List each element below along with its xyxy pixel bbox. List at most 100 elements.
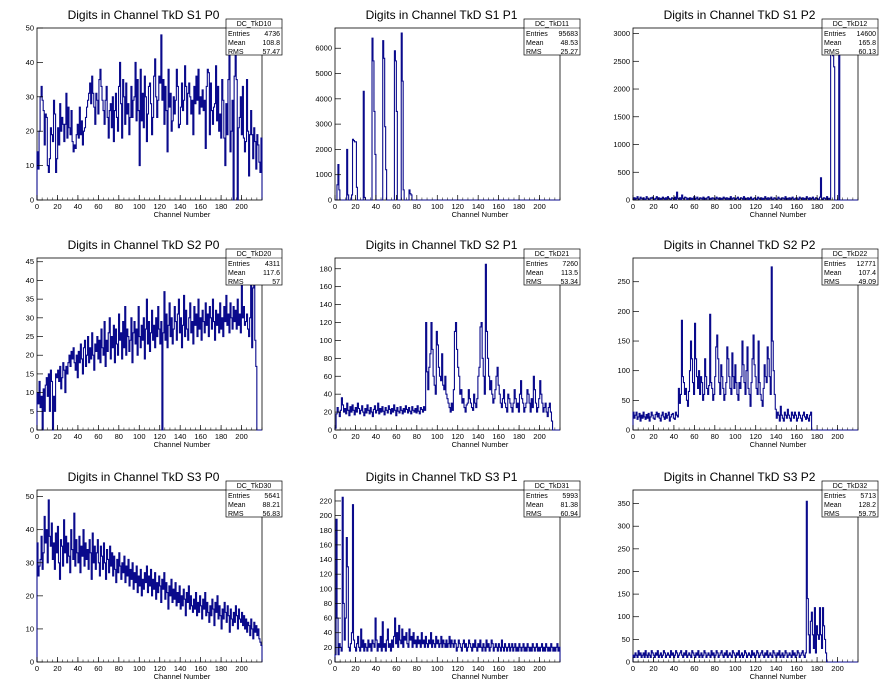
y-tick-label: 0 [626,196,630,205]
stats-label: RMS [824,511,840,518]
y-tick-label: 30 [26,313,34,322]
histogram-panel: Digits in Channel TkD S1 P00 20 40 60 80 100 1… [26,8,283,219]
stats-value: 57 [272,279,280,286]
histogram-line [632,33,858,201]
stats-box-frame [821,18,879,56]
y-tick-label: 20 [26,351,34,360]
x-tick-label: 160 [790,664,803,673]
x-tick-label: 120 [153,202,166,211]
panel-title: Digits in Channel TkD S2 P0 [68,238,220,252]
stats-value: 117.6 [263,270,280,277]
stats-value: 95683 [559,31,579,38]
x-tick-label: 200 [235,432,248,441]
stats-label: Entries [824,261,846,268]
stats-value: 12771 [857,261,877,268]
x-tick-label: 20 [351,664,359,673]
x-tick-label: 140 [472,202,485,211]
x-tick-label: 180 [513,202,526,211]
stats-box: DC_TkD20 Entries 4311 Mean 117.6 RMS 57 [225,248,283,286]
x-tick-label: 140 [174,664,187,673]
stats-label: Mean [526,270,544,277]
x-tick-label: 0 [333,202,337,211]
stats-label: Entries [228,261,250,268]
stats-label: Entries [526,31,548,38]
stats-value: 4311 [265,261,280,268]
x-tick-label: 60 [94,664,102,673]
x-tick-label: 200 [235,202,248,211]
x-tick-label: 40 [74,202,82,211]
y-tick-label: 0 [328,426,332,435]
histogram-panel: Digits in Channel TkD S2 P2 0 20 40 60 80 100 1… [617,238,879,449]
x-axis-label: Channel Number [452,210,509,219]
y-tick-label: 50 [622,396,630,405]
stats-label: Mean [824,40,842,47]
y-tick-label: 35 [26,295,34,304]
x-axis-label: Channel Number [154,210,211,219]
stats-name: DC_TkD11 [535,21,569,28]
stats-value: 53.34 [560,279,578,286]
y-tick-label: 50 [622,635,630,644]
stats-value: 108.8 [262,40,280,47]
panel-title: Digits in Channel TkD S2 P2 [664,238,816,252]
x-tick-label: 180 [811,432,824,441]
y-tick-label: 45 [26,257,34,266]
x-tick-label: 0 [35,432,39,441]
stats-name: DC_TkD31 [535,483,570,490]
y-tick-label: 50 [26,492,34,501]
x-tick-label: 80 [413,432,421,441]
x-axis-label: Channel Number [452,440,509,449]
x-tick-label: 0 [631,202,635,211]
x-tick-label: 160 [790,202,803,211]
stats-value: 56.83 [262,511,280,518]
stats-name: DC_TkD32 [833,483,868,490]
y-tick-label: 40 [26,58,34,67]
stats-label: Entries [526,261,548,268]
stats-name: DC_TkD30 [237,483,272,490]
stats-value: 113.5 [561,270,578,277]
x-tick-label: 160 [194,432,207,441]
x-tick-label: 80 [115,202,123,211]
stats-value: 60.94 [560,511,578,518]
x-axis-label: Channel Number [154,440,211,449]
x-tick-label: 80 [711,432,719,441]
stats-name: DC_TkD10 [237,21,272,28]
x-tick-label: 80 [711,664,719,673]
x-tick-label: 40 [74,664,82,673]
stats-label: RMS [228,511,244,518]
y-tick-label: 0 [328,658,332,667]
x-tick-label: 140 [174,432,187,441]
x-tick-label: 60 [690,202,698,211]
stats-value: 128.2 [858,502,876,509]
y-tick-label: 30 [26,558,34,567]
panel-title: Digits in Channel TkD S1 P1 [366,8,518,22]
histogram-panel: Digits in Channel TkD S1 P2 0 20 40 60 80 100 1… [613,8,879,219]
x-tick-label: 140 [174,202,187,211]
x-tick-label: 180 [215,432,228,441]
stats-value: 165.8 [858,40,876,47]
y-tick-label: 250 [617,277,630,286]
stats-value: 88.21 [262,502,280,509]
x-tick-label: 20 [351,432,359,441]
stats-box-frame [523,248,581,286]
x-axis-label: Channel Number [154,672,211,681]
x-tick-label: 200 [831,432,844,441]
x-tick-label: 40 [74,432,82,441]
x-tick-label: 160 [194,664,207,673]
stats-name: DC_TkD12 [833,21,868,28]
stats-box-frame [523,18,581,56]
x-tick-label: 120 [749,202,762,211]
stats-name: DC_TkD22 [833,251,868,258]
x-tick-label: 40 [670,202,678,211]
y-tick-label: 200 [617,307,630,316]
x-tick-label: 160 [790,432,803,441]
x-tick-label: 120 [153,432,166,441]
stats-value: 4736 [264,31,280,38]
y-tick-label: 25 [26,332,34,341]
stats-label: RMS [228,279,244,286]
panel-title: Digits in Channel TkD S2 P1 [366,238,518,252]
y-tick-label: 20 [26,591,34,600]
stats-value: 5641 [264,493,280,500]
x-tick-label: 200 [533,202,546,211]
y-tick-label: 0 [626,658,630,667]
